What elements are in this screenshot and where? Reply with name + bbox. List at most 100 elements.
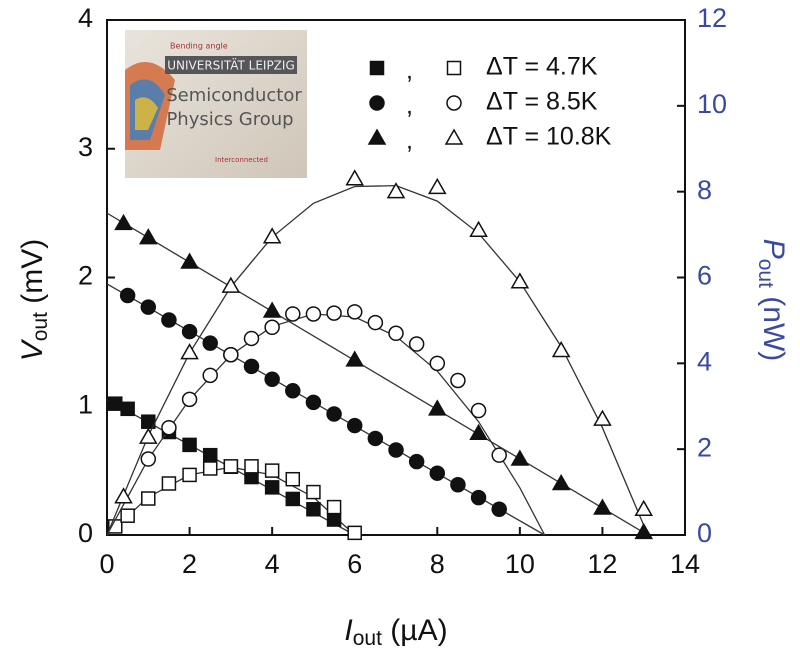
v-fit-line <box>106 283 545 536</box>
inset-banner <box>165 56 297 74</box>
voltage-point <box>326 512 342 527</box>
voltage-point <box>262 301 282 318</box>
power-point <box>388 325 404 342</box>
power-point <box>202 367 218 384</box>
power-point <box>367 314 384 331</box>
power-point <box>223 459 239 474</box>
legend-separator: , <box>406 92 413 120</box>
x-tick-label: 8 <box>430 549 445 579</box>
power-point <box>244 459 259 474</box>
power-point <box>634 499 654 516</box>
voltage-point <box>182 437 197 453</box>
power-point <box>114 487 133 504</box>
y-tick-label: 4 <box>78 3 93 33</box>
y2-tick-label: 12 <box>697 3 727 33</box>
voltage-point <box>388 442 404 458</box>
legend-marker <box>369 95 385 111</box>
inset-photo: UNIVERSITÄT LEIPZIG Semiconductor Physic… <box>125 30 307 178</box>
power-point <box>305 306 322 322</box>
power-point <box>491 447 507 463</box>
voltage-point <box>510 449 530 466</box>
inset-shape <box>135 97 158 130</box>
y2-tick-label: 6 <box>697 261 712 291</box>
voltage-point <box>243 358 260 375</box>
legend-marker <box>444 128 464 145</box>
y-label-sub: out <box>29 312 52 341</box>
voltage-point <box>138 228 158 245</box>
x-tick-label: 0 <box>99 549 114 579</box>
y-axis-label: Vout (mV) <box>16 239 52 362</box>
y2-tick-label: 10 <box>697 89 727 119</box>
legend-separator: , <box>406 127 413 155</box>
voltage-point <box>140 299 157 315</box>
y2-label-main: P <box>757 239 790 259</box>
power-point <box>181 391 198 408</box>
voltage-point <box>429 465 446 481</box>
power-point <box>182 467 197 483</box>
voltage-point <box>593 498 612 515</box>
x-tick-label: 2 <box>182 549 197 579</box>
y2-label-sub: out <box>754 259 777 288</box>
power-point <box>264 463 280 478</box>
y2-tick-label: 0 <box>697 518 712 548</box>
power-point <box>243 330 260 347</box>
y-label-unit: (mV) <box>16 239 49 312</box>
power-point <box>120 508 135 523</box>
voltage-point <box>450 477 466 493</box>
x-tick-label: 10 <box>505 549 535 579</box>
power-point <box>347 525 362 541</box>
voltage-point <box>202 447 218 463</box>
power-point <box>285 471 301 487</box>
power-point <box>408 336 425 352</box>
power-point <box>450 372 466 389</box>
power-point <box>138 427 158 444</box>
legend-separator: , <box>406 57 413 85</box>
y2-axis-label: Pout (nW) <box>754 239 790 362</box>
voltage-point <box>346 417 363 434</box>
y2-tick-label: 4 <box>697 346 712 376</box>
voltage-point <box>634 522 654 540</box>
voltage-point <box>108 396 123 411</box>
x-tick-label: 14 <box>670 549 700 579</box>
voltage-point <box>491 501 507 517</box>
power-point <box>470 402 487 419</box>
x-tick-label: 12 <box>587 549 617 579</box>
voltage-point <box>161 312 177 328</box>
x-label-main: I <box>344 614 352 647</box>
power-point <box>345 169 365 186</box>
voltage-point <box>120 401 135 417</box>
power-point <box>180 343 199 360</box>
voltage-point <box>180 252 199 269</box>
voltage-point <box>345 350 365 367</box>
y2-tick-label: 8 <box>697 175 712 205</box>
voltage-point <box>427 399 447 416</box>
power-point <box>551 340 571 358</box>
voltage-point <box>202 335 218 351</box>
legend-marker <box>367 128 387 145</box>
power-point <box>326 305 342 321</box>
inset-text: Interconnected <box>215 156 268 164</box>
power-point <box>141 491 156 506</box>
legend-marker <box>446 60 462 76</box>
power-point <box>221 276 241 293</box>
y2-tick-label: 2 <box>697 432 712 462</box>
power-point <box>202 461 218 476</box>
y2-label-unit: (nW) <box>757 288 790 361</box>
power-point <box>326 499 342 515</box>
voltage-point <box>469 423 488 441</box>
y-tick-label: 3 <box>78 132 93 162</box>
voltage-point <box>264 480 280 495</box>
inset-text: UNIVERSITÄT LEIPZIG <box>167 58 295 73</box>
x-tick-label: 6 <box>347 549 362 579</box>
x-tick-label: 4 <box>265 549 280 579</box>
power-point <box>140 451 157 467</box>
legend-marker <box>369 60 385 76</box>
power-point <box>346 304 363 320</box>
voltage-point <box>551 473 571 491</box>
y-label-main: V <box>16 338 49 361</box>
power-point <box>510 272 530 289</box>
x-axis-label: Iout (µA) <box>344 614 447 650</box>
power-point <box>161 419 177 436</box>
legend-marker <box>446 95 462 111</box>
voltage-point <box>285 491 301 507</box>
